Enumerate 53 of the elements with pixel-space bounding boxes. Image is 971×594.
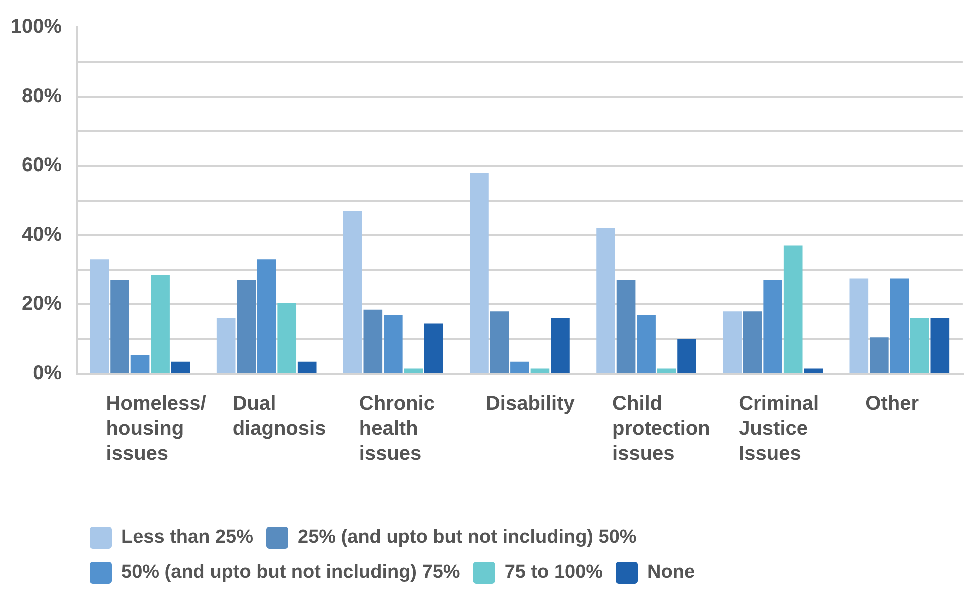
bar	[151, 275, 170, 373]
bar	[551, 318, 570, 373]
bar	[743, 312, 762, 373]
x-tick-label: Criminal Justice Issues	[739, 393, 820, 466]
bar	[364, 310, 383, 373]
y-tick-label: 60%	[22, 154, 62, 177]
bar	[596, 228, 616, 373]
bar	[257, 260, 276, 373]
bar	[678, 339, 696, 373]
y-tick-label: 40%	[22, 224, 62, 246]
bar	[298, 362, 317, 373]
bar	[850, 278, 869, 373]
bar	[530, 368, 550, 373]
legend-label: 25% (and upto but not including) 50%	[298, 527, 637, 548]
legend-label: None	[648, 562, 696, 584]
x-tick-label: Homeless/housing issues	[106, 393, 207, 466]
bar	[510, 362, 530, 373]
bar	[90, 260, 110, 373]
bar	[343, 211, 362, 373]
bar	[890, 278, 910, 373]
bar	[870, 338, 889, 373]
bar	[490, 312, 510, 373]
bar	[764, 280, 783, 373]
bar	[804, 368, 824, 373]
bar	[424, 324, 444, 373]
x-tick-label: Dual diagnosis	[232, 393, 326, 440]
bar	[470, 173, 489, 373]
bar	[637, 315, 656, 373]
bar	[237, 280, 256, 373]
y-tick-label: 0%	[33, 362, 62, 385]
bar	[616, 280, 636, 373]
x-tick-label: Disability	[486, 393, 576, 416]
y-tick-label: 20%	[22, 293, 62, 316]
bar	[110, 280, 130, 373]
x-tick-label: Chronic health issues	[359, 393, 435, 466]
x-tick-label: Child protection issues	[612, 393, 710, 466]
bar	[784, 246, 803, 373]
bar	[171, 362, 190, 373]
bar	[278, 302, 297, 373]
legend-label: 50% (and upto but not including) 75%	[122, 562, 460, 584]
y-tick-label: 80%	[22, 85, 62, 108]
bar	[384, 315, 403, 373]
bar	[130, 354, 150, 373]
y-tick-label: 100%	[10, 16, 62, 38]
bar	[216, 318, 236, 373]
legend-label: 75 to 100%	[504, 562, 604, 584]
bar	[404, 368, 424, 373]
legend-label: Less than 25%	[122, 527, 254, 548]
bar	[657, 368, 676, 373]
bar	[910, 318, 930, 373]
bar	[723, 312, 742, 373]
bar	[930, 318, 950, 373]
x-tick-label: Other	[866, 393, 920, 416]
